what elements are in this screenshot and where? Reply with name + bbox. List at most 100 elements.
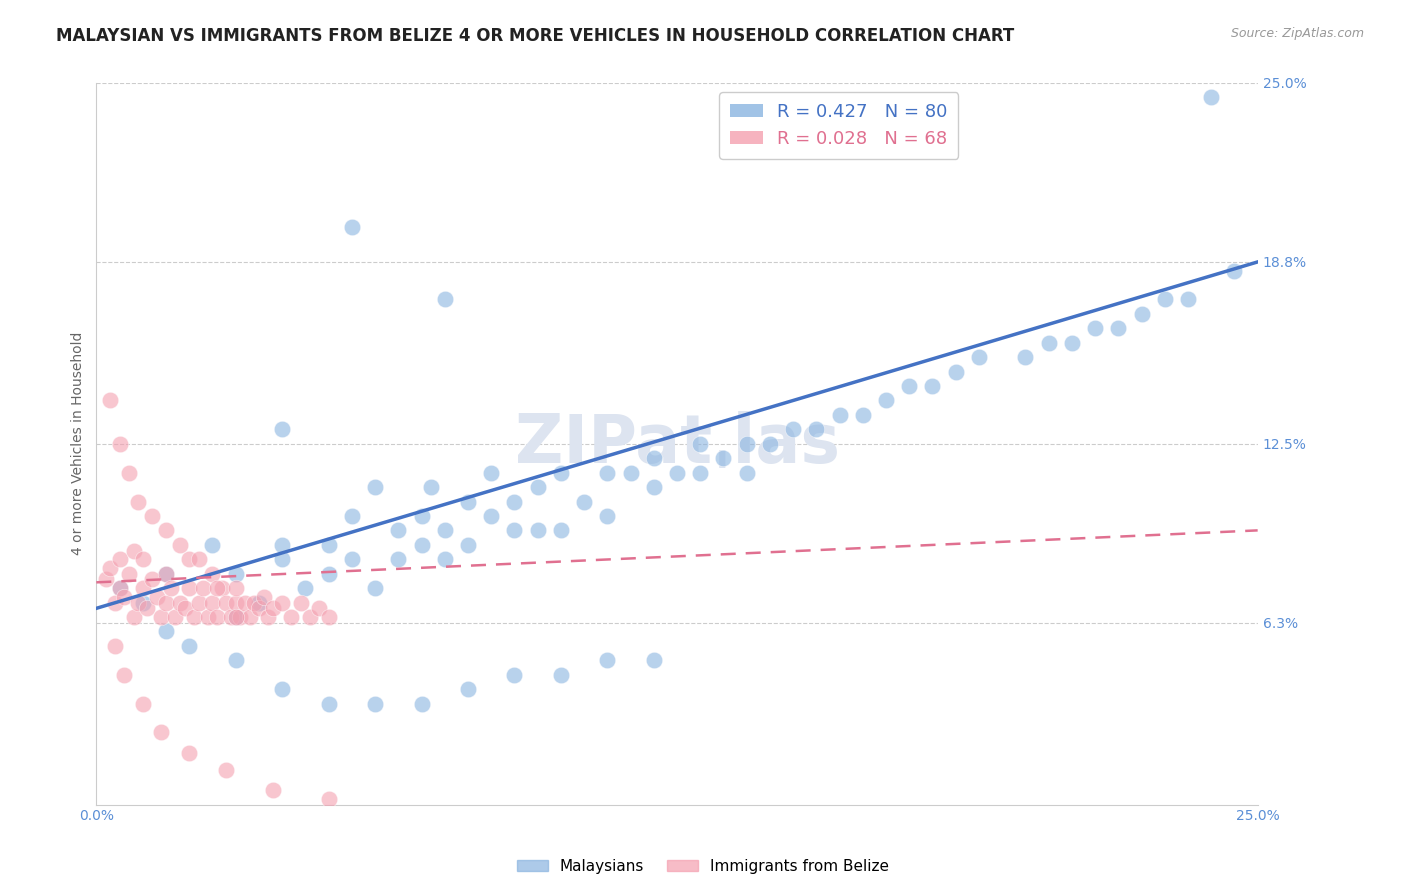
- Point: [433, 524, 456, 538]
- Point: [1060, 335, 1083, 350]
- Point: [290, 596, 312, 610]
- Point: [1107, 321, 1129, 335]
- Point: [132, 596, 155, 610]
- Point: [127, 494, 149, 508]
- Point: [852, 408, 875, 422]
- Point: [108, 581, 131, 595]
- Point: [219, 610, 242, 624]
- Point: [550, 524, 572, 538]
- Point: [271, 596, 294, 610]
- Point: [122, 610, 145, 624]
- Point: [1084, 321, 1107, 335]
- Point: [318, 538, 340, 552]
- Point: [271, 538, 294, 552]
- Point: [215, 763, 238, 777]
- Legend: Malaysians, Immigrants from Belize: Malaysians, Immigrants from Belize: [510, 853, 896, 880]
- Point: [619, 466, 641, 480]
- Point: [898, 379, 921, 393]
- Point: [503, 667, 526, 681]
- Point: [271, 682, 294, 697]
- Point: [169, 596, 191, 610]
- Point: [550, 667, 572, 681]
- Point: [225, 610, 247, 624]
- Point: [364, 581, 387, 595]
- Point: [150, 725, 173, 739]
- Point: [643, 451, 665, 466]
- Point: [104, 596, 127, 610]
- Point: [243, 596, 266, 610]
- Point: [294, 581, 316, 595]
- Point: [340, 220, 363, 235]
- Point: [179, 746, 201, 760]
- Point: [108, 437, 131, 451]
- Point: [735, 466, 758, 480]
- Point: [782, 422, 804, 436]
- Point: [735, 437, 758, 451]
- Point: [239, 610, 262, 624]
- Point: [759, 437, 782, 451]
- Text: ZIPatˌlas: ZIPatˌlas: [515, 411, 839, 477]
- Point: [828, 408, 851, 422]
- Point: [173, 601, 195, 615]
- Point: [155, 624, 177, 639]
- Point: [141, 508, 163, 523]
- Point: [118, 566, 141, 581]
- Point: [225, 581, 247, 595]
- Point: [132, 697, 155, 711]
- Point: [225, 610, 247, 624]
- Point: [411, 508, 433, 523]
- Point: [136, 601, 159, 615]
- Point: [340, 508, 363, 523]
- Point: [596, 653, 619, 667]
- Point: [155, 566, 177, 581]
- Point: [550, 466, 572, 480]
- Point: [122, 543, 145, 558]
- Point: [945, 365, 967, 379]
- Point: [155, 524, 177, 538]
- Point: [145, 590, 167, 604]
- Point: [419, 480, 441, 494]
- Point: [433, 552, 456, 566]
- Point: [318, 792, 340, 806]
- Point: [411, 538, 433, 552]
- Point: [179, 552, 201, 566]
- Point: [1177, 293, 1199, 307]
- Point: [159, 581, 181, 595]
- Point: [457, 538, 479, 552]
- Point: [666, 466, 689, 480]
- Point: [1038, 335, 1060, 350]
- Point: [233, 596, 256, 610]
- Point: [169, 538, 191, 552]
- Point: [179, 639, 201, 653]
- Point: [299, 610, 322, 624]
- Point: [387, 524, 409, 538]
- Point: [596, 508, 619, 523]
- Point: [457, 494, 479, 508]
- Point: [1223, 263, 1246, 277]
- Point: [411, 697, 433, 711]
- Point: [503, 524, 526, 538]
- Point: [108, 581, 131, 595]
- Point: [308, 601, 330, 615]
- Point: [526, 480, 548, 494]
- Point: [141, 573, 163, 587]
- Point: [1153, 293, 1175, 307]
- Point: [479, 466, 502, 480]
- Point: [193, 581, 215, 595]
- Point: [112, 590, 135, 604]
- Point: [201, 596, 224, 610]
- Point: [689, 437, 711, 451]
- Point: [318, 610, 340, 624]
- Point: [364, 480, 387, 494]
- Point: [271, 552, 294, 566]
- Point: [155, 566, 177, 581]
- Point: [187, 552, 209, 566]
- Point: [225, 596, 247, 610]
- Point: [98, 393, 121, 408]
- Point: [526, 524, 548, 538]
- Point: [247, 601, 270, 615]
- Point: [201, 538, 224, 552]
- Point: [875, 393, 897, 408]
- Point: [340, 552, 363, 566]
- Point: [280, 610, 302, 624]
